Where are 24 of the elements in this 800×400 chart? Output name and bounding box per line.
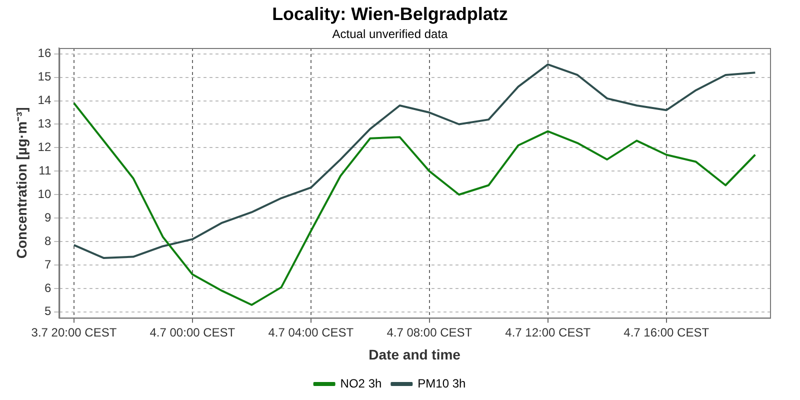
y-tick-label: 13: [38, 116, 52, 131]
x-tick-label: 4.7 08:00 CEST: [386, 325, 473, 340]
y-tick-label: 7: [44, 257, 52, 272]
x-axis-title: Date and time: [368, 346, 461, 362]
y-tick-label: 12: [38, 140, 52, 154]
y-tick-label: 11: [38, 163, 52, 178]
y-tick-label: 9: [44, 210, 52, 224]
x-tick-label: 4.7 12:00 CEST: [505, 325, 592, 340]
legend-label: NO2 3h: [340, 376, 382, 390]
chart-subtitle: Actual unverified data: [332, 27, 448, 42]
y-tick-label: 6: [44, 280, 52, 295]
y-axis-title: Concentration [µg·m⁻³]: [13, 107, 30, 259]
y-tick-label: 16: [38, 46, 52, 60]
y-tick-label: 5: [44, 304, 52, 318]
y-tick-label: 8: [44, 234, 52, 248]
x-tick-label: 4.7 00:00 CEST: [150, 325, 236, 340]
chart-title: Locality: Wien-Belgradplatz: [272, 4, 508, 24]
x-tick-label: 4.7 16:00 CEST: [624, 325, 710, 340]
y-tick-label: 10: [38, 186, 52, 201]
y-tick-label: 14: [38, 93, 52, 108]
x-tick-label: 4.7 04:00 CEST: [268, 325, 354, 340]
y-tick-label: 15: [38, 70, 52, 84]
x-tick-label: 3.7 20:00 CEST: [31, 325, 118, 340]
legend-label: PM10 3h: [418, 376, 466, 390]
